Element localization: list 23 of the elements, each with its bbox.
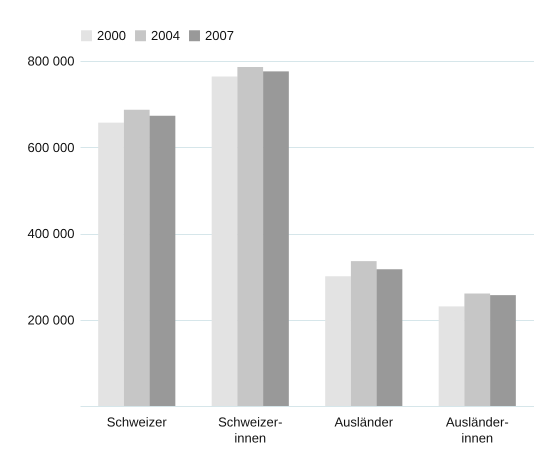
y-tick-label: 200 000 <box>28 312 74 328</box>
bar <box>212 76 238 406</box>
y-tick-label: 400 000 <box>28 226 74 241</box>
y-tick-label: 800 000 <box>28 54 74 68</box>
bar <box>150 116 176 406</box>
bar <box>237 67 264 406</box>
bar <box>350 261 377 406</box>
bar <box>490 295 516 406</box>
bar <box>438 306 464 406</box>
y-tick-label: 600 000 <box>28 140 74 155</box>
bar <box>464 293 490 406</box>
bar <box>325 276 351 406</box>
legend-label: 2007 <box>205 28 234 43</box>
x-tick-label: Schweizer <box>106 414 168 430</box>
x-tick-label: Schweizer- innen <box>218 414 282 446</box>
bar <box>263 71 289 406</box>
x-tick-label: Ausländer <box>334 414 394 430</box>
bar <box>124 110 150 406</box>
bar <box>98 122 124 406</box>
legend-label: 2004 <box>151 28 180 43</box>
bar <box>376 269 402 406</box>
x-tick-label: Ausländer- innen <box>446 414 509 446</box>
legend-label: 2000 <box>97 28 126 43</box>
